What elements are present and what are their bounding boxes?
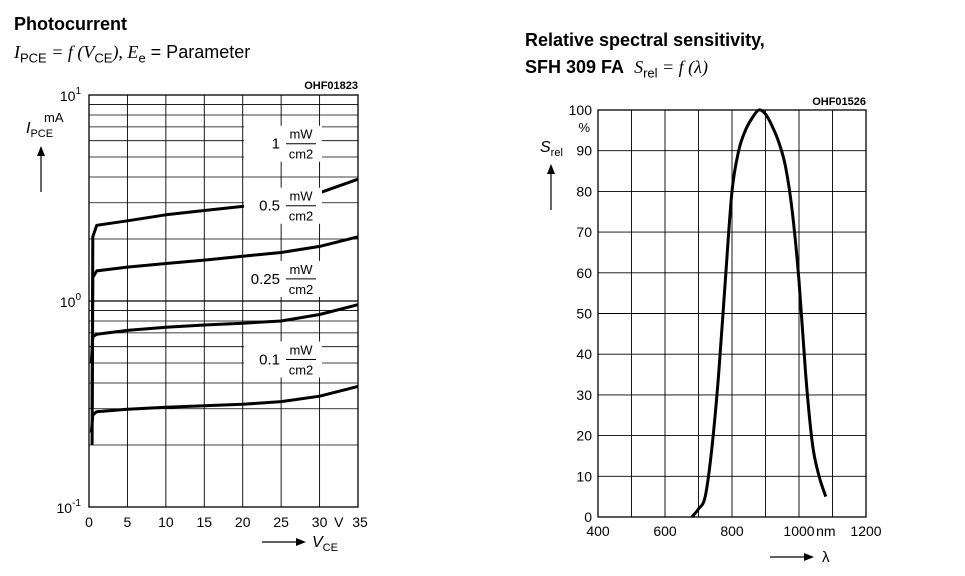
x-axis-label: λ <box>822 549 830 566</box>
y-tick-label: 100 <box>569 102 593 118</box>
series-label-unit-num: mW <box>289 127 313 142</box>
x-tick-label: 25 <box>273 514 289 530</box>
y-tick-label: 80 <box>576 183 592 199</box>
plot-frame <box>597 109 867 518</box>
y-axis-label: IPCE <box>26 120 53 140</box>
x-tick-label: 400 <box>586 523 610 539</box>
x-tick-label: 1200 <box>850 523 881 539</box>
y-tick-label: 50 <box>576 306 592 322</box>
x-axis-label: VCE <box>312 534 338 554</box>
y-tick-label: 20 <box>576 428 592 444</box>
left-chart-formula: IPCE = f (VCE), Ee = Parameter <box>14 42 251 66</box>
x-tick-label: 15 <box>196 514 212 530</box>
y-tick-label: 0 <box>584 509 592 525</box>
y-tick-label: 10 <box>576 468 592 484</box>
x-tick-label: 10 <box>158 514 174 530</box>
sensitivity-curve <box>690 108 828 518</box>
chart-code: OHF01823 <box>304 80 358 92</box>
series-label-unit-num: mW <box>289 189 313 204</box>
series-label-value: 1 <box>272 136 280 153</box>
y-tick-label: 100 <box>60 292 82 310</box>
y-tick-label: 60 <box>576 265 592 281</box>
y-tick-label: 70 <box>576 224 592 240</box>
x-tick-label: 800 <box>720 523 744 539</box>
y-unit: % <box>578 120 590 135</box>
y-tick-label: 30 <box>576 387 592 403</box>
x-tick-label: 1000 <box>783 523 814 539</box>
series-line <box>89 303 359 364</box>
series-line <box>90 235 359 446</box>
x-tick-label: 35 <box>352 514 368 530</box>
x-tick-label: 600 <box>653 523 677 539</box>
x-tick-label: 0 <box>85 514 93 530</box>
x-axis-arrow-head <box>804 553 814 561</box>
x-tick-label: 20 <box>235 514 251 530</box>
right-chart-subheading: SFH 309 FA Srel = f (λ) <box>525 57 708 81</box>
x-unit: V <box>334 514 344 530</box>
series-label-unit-num: mW <box>289 343 313 358</box>
x-tick-label: nm <box>816 523 835 539</box>
y-axis-arrow-head <box>37 146 45 156</box>
y-tick-label: 90 <box>576 143 592 159</box>
plot-frame <box>88 94 359 508</box>
y-axis-label: Srel <box>540 139 563 159</box>
series-label-unit-den: cm2 <box>289 209 314 224</box>
series-label-value: 0.1 <box>259 352 280 369</box>
y-tick-label: 101 <box>60 86 82 104</box>
right-chart-heading: Relative spectral sensitivity, <box>525 30 765 50</box>
series-line <box>89 384 359 433</box>
left-chart-heading: Photocurrent <box>14 14 128 34</box>
x-axis-arrow-head <box>296 538 306 546</box>
x-tick-label: 5 <box>124 514 132 530</box>
series-label-value: 0.5 <box>259 198 280 215</box>
x-tick-label: 30 <box>312 514 328 530</box>
y-axis-arrow-head <box>547 164 555 174</box>
series-label-unit-den: cm2 <box>289 363 314 378</box>
chart-code: OHF01526 <box>812 96 866 108</box>
y-unit: mA <box>44 110 64 125</box>
y-tick-label: 10-1 <box>57 498 82 516</box>
series-label-unit-den: cm2 <box>289 147 314 162</box>
series-label-value: 0.25 <box>251 271 280 288</box>
y-tick-label: 40 <box>576 346 592 362</box>
series-label-unit-num: mW <box>289 262 313 277</box>
series-label-unit-den: cm2 <box>289 282 314 297</box>
